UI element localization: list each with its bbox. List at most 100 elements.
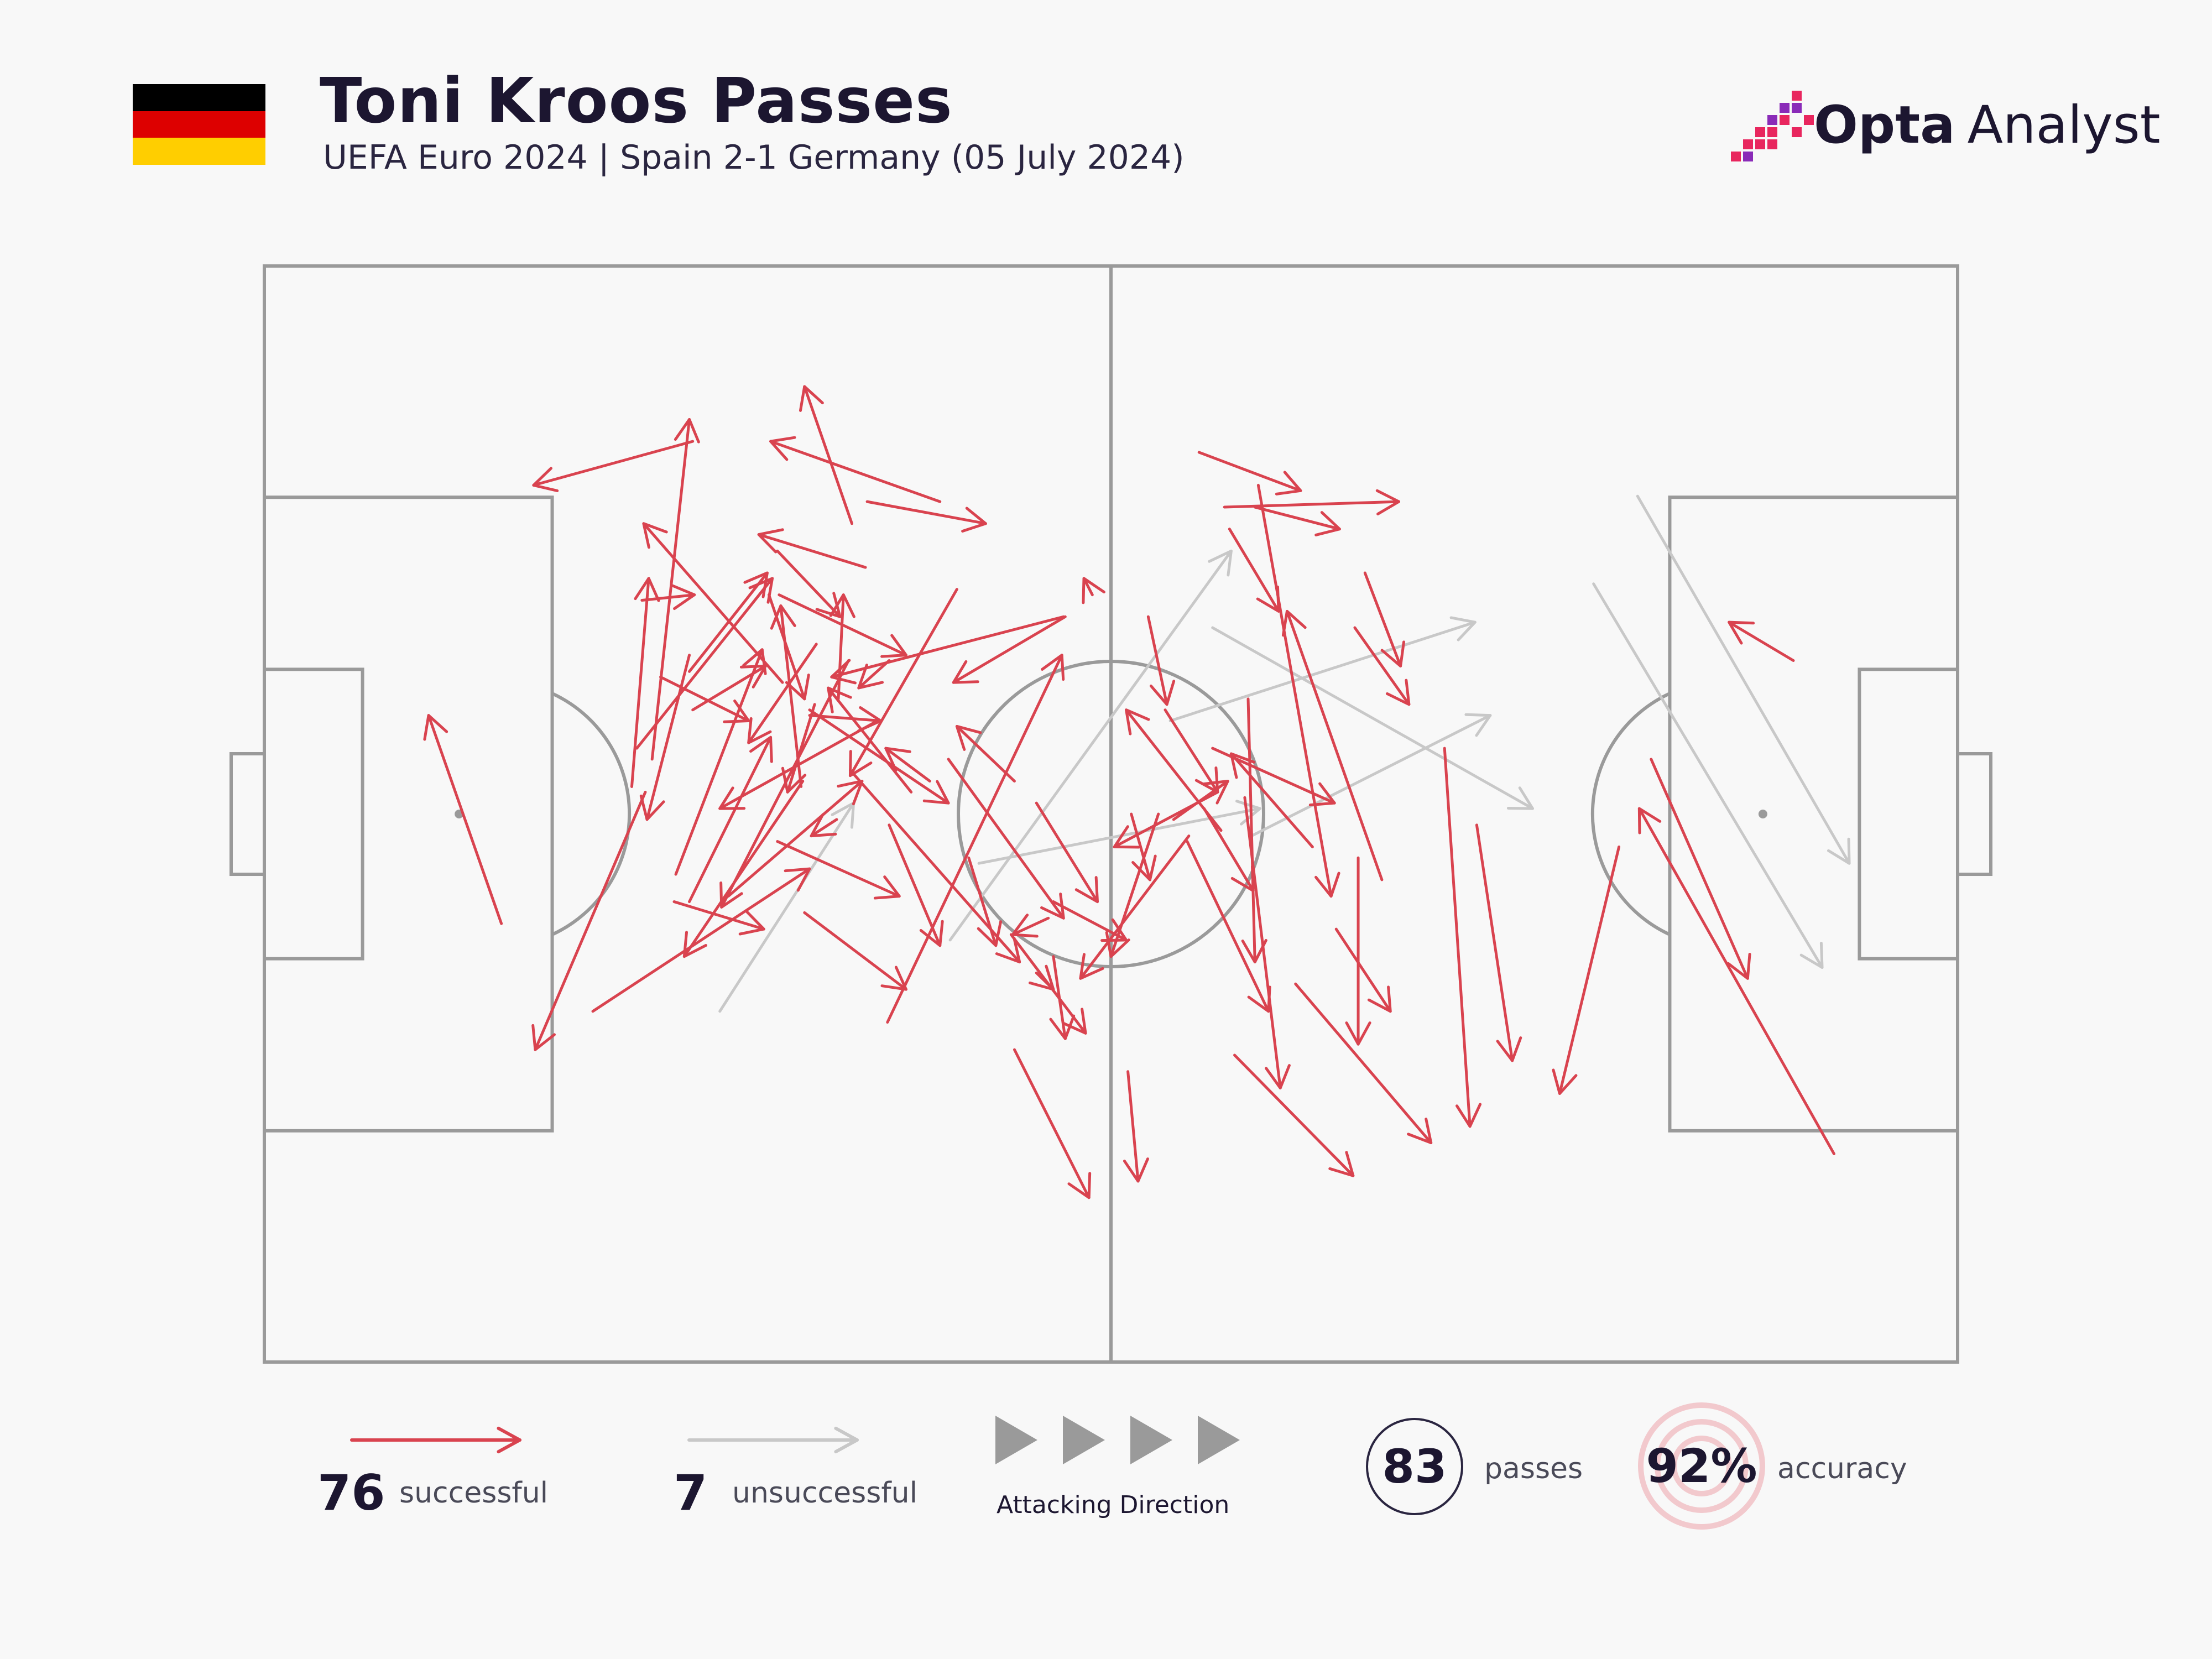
successful-pass	[1334, 927, 1392, 1013]
successful-pass	[659, 675, 750, 723]
successful-pass	[1049, 955, 1076, 1040]
successful-pass	[1243, 796, 1291, 1089]
unsuccessful-count: 7	[674, 1464, 708, 1521]
successful-pass	[888, 823, 944, 947]
flag-band-red	[133, 111, 265, 138]
successful-pass	[672, 900, 765, 936]
unsuccessful-pass	[1211, 626, 1534, 810]
successful-pass	[955, 724, 1016, 783]
unsuccessful-pass	[1636, 494, 1851, 865]
accuracy-ring-inner	[1671, 1436, 1732, 1496]
successful-pass	[532, 440, 695, 492]
left-goal	[229, 752, 266, 877]
attacking-direction-arrow	[1198, 1416, 1240, 1464]
brand-square	[1767, 139, 1777, 149]
unsuccessful-pass	[1168, 616, 1477, 723]
successful-pass	[803, 911, 907, 991]
brand-square	[1755, 139, 1765, 149]
successful-pass	[682, 780, 805, 958]
successful-pass	[1164, 708, 1219, 794]
flag-band-gold	[133, 138, 265, 165]
flag-band-black	[133, 84, 265, 111]
successful-pass	[848, 588, 958, 778]
successful-pass	[769, 436, 942, 503]
successful-pass	[1197, 451, 1302, 495]
accuracy-label: accuracy	[1777, 1452, 1907, 1485]
successful-pass	[1009, 933, 1087, 1035]
successful-pass	[857, 659, 891, 690]
successful-pass	[1013, 1048, 1092, 1199]
successful-pass	[1294, 982, 1433, 1145]
successful-pass	[727, 780, 864, 898]
accuracy-ring-outer	[1638, 1402, 1765, 1530]
attacking-direction-label: Attacking Direction	[997, 1491, 1230, 1519]
successful-pass	[531, 790, 647, 1051]
successful-pass	[640, 584, 696, 611]
brand-name-light: Analyst	[1967, 95, 2161, 155]
successful-pass	[591, 867, 811, 1013]
successful-pass	[630, 577, 660, 788]
right-penalty-spot	[1758, 810, 1767, 818]
brand-name-bold: Opta	[1814, 95, 1955, 155]
right-penalty-box	[1668, 495, 1959, 1133]
successful-pass	[747, 643, 818, 744]
successful-pass	[1363, 571, 1406, 667]
successful-pass	[776, 549, 842, 618]
chart-title: Toni Kroos Passes	[320, 65, 953, 137]
unsuccessful-label: unsuccessful	[732, 1477, 918, 1510]
successful-pass	[1113, 790, 1219, 849]
successful-pass	[1229, 752, 1314, 848]
brand-square	[1780, 103, 1790, 113]
successful-pass	[691, 664, 767, 712]
brand-square	[1755, 127, 1765, 137]
successful-pass	[1079, 834, 1191, 980]
opta-logo-icon	[1731, 91, 1814, 161]
unsuccessful-passes	[718, 494, 1851, 1013]
successful-pass	[757, 528, 867, 569]
successful-pass	[688, 735, 773, 904]
successful-pass	[1186, 840, 1271, 1013]
unsuccessful-pass	[1250, 713, 1492, 838]
successful-pass	[1281, 609, 1384, 881]
successful-pass	[799, 385, 854, 525]
brand-square	[1804, 115, 1814, 125]
successful-pass	[952, 615, 1067, 684]
legend-successful-arrow	[350, 1426, 521, 1454]
successful-pass	[1345, 856, 1371, 1046]
successful-pass	[781, 703, 816, 794]
successful-count: 76	[317, 1464, 385, 1521]
successful-label: successful	[399, 1477, 549, 1510]
successful-pass	[423, 714, 503, 925]
successful-pass	[1228, 528, 1280, 613]
unsuccessful-pass	[948, 549, 1233, 942]
successful-pass	[808, 708, 950, 805]
successful-pass	[884, 747, 931, 783]
successful-pass	[1233, 1053, 1355, 1177]
brand-square	[1780, 115, 1790, 125]
germany-flag	[133, 84, 265, 165]
attacking-direction-arrow	[995, 1416, 1037, 1464]
successful-passes	[423, 385, 1835, 1199]
successful-pass	[1011, 914, 1050, 938]
successful-pass	[1035, 801, 1099, 904]
unsuccessful-pass	[1592, 582, 1824, 969]
successful-pass	[1123, 1070, 1149, 1183]
brand-square	[1731, 152, 1741, 161]
successful-pass	[827, 686, 913, 794]
accuracy-ring-middle	[1655, 1419, 1749, 1513]
successful-pass	[776, 840, 901, 900]
right-goal	[1956, 752, 1992, 877]
successful-pass	[810, 813, 838, 838]
brand-square	[1792, 103, 1802, 113]
successful-pass	[1552, 845, 1621, 1095]
pitch-lines	[229, 264, 1992, 1364]
right-penalty-arc	[1590, 692, 1671, 936]
successful-pass	[886, 654, 1065, 1024]
successful-pass	[830, 615, 1065, 685]
brand-square	[1743, 152, 1753, 161]
successful-pass	[808, 706, 883, 733]
attacking-direction-arrow	[1063, 1416, 1105, 1464]
brand-square	[1792, 127, 1802, 137]
brand-square	[1743, 139, 1753, 149]
